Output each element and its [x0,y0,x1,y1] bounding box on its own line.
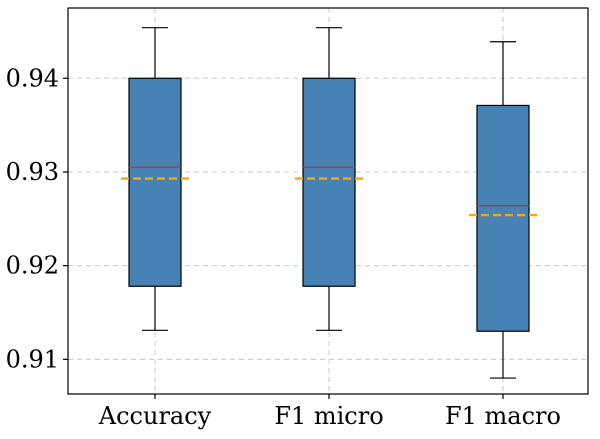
y-axis-ticks: 0.91 0.92 0.93 0.94 [6,64,68,373]
box-series [121,27,537,379]
y-tick-label: 0.94 [6,64,59,92]
x-tick-label: F1 micro [274,402,383,430]
box-f1-micro [295,27,363,331]
x-tick-label: F1 macro [445,402,561,430]
box-accuracy [121,27,189,331]
y-tick-label: 0.91 [6,345,59,373]
y-tick-label: 0.93 [6,158,59,186]
iqr-box [128,77,182,287]
iqr-box [302,77,356,287]
plot-area-frame [67,7,589,395]
x-tick-label: Accuracy [98,402,212,430]
y-tick-label: 0.92 [6,252,59,280]
x-axis-ticks: Accuracy F1 micro F1 macro [98,394,561,430]
box-f1-macro [469,41,537,379]
iqr-box [476,104,530,332]
